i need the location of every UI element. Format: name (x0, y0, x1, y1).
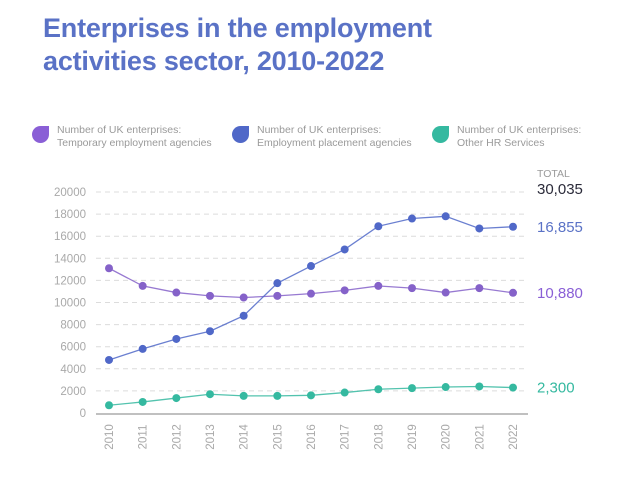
y-tick-label: 6000 (60, 342, 86, 354)
y-tick-label: 12000 (54, 275, 86, 287)
y-tick-label: 20000 (54, 187, 86, 199)
x-tick-label: 2020 (441, 424, 453, 450)
data-point (408, 384, 416, 393)
legend-label-line-1: Number of UK enterprises: (257, 124, 382, 136)
y-tick-label: 14000 (54, 253, 86, 265)
x-tick-label: 2012 (171, 424, 183, 450)
y-tick-label: 16000 (54, 231, 86, 243)
data-point (475, 382, 484, 391)
data-point (307, 391, 315, 400)
y-tick-label: 18000 (54, 209, 86, 221)
data-point (239, 293, 248, 302)
legend-label-line-2: Temporary employment agencies (57, 137, 212, 149)
data-point (273, 279, 282, 288)
data-point (172, 334, 181, 343)
chart-title-line-1: Enterprises in the employment (43, 13, 432, 43)
data-point (408, 284, 416, 293)
data-point (239, 311, 248, 320)
data-point (340, 388, 349, 397)
x-tick-label: 2011 (138, 425, 150, 450)
data-point (172, 394, 181, 403)
data-point (509, 222, 517, 231)
legend-item-placement-agencies: Number of UK enterprises: Employment pla… (232, 124, 412, 150)
data-point (138, 397, 147, 406)
data-point (307, 289, 315, 298)
legend-label-line-1: Number of UK enterprises: (457, 124, 582, 136)
data-point (475, 284, 484, 293)
data-point (475, 224, 484, 233)
x-tick-label: 2015 (272, 424, 284, 450)
x-tick-label: 2010 (104, 424, 116, 450)
legend-item-temporary-agencies: Number of UK enterprises: Temporary empl… (32, 124, 212, 150)
data-point (138, 344, 147, 353)
x-tick-label: 2018 (373, 424, 385, 450)
x-axis-ticks: 2010 2011 2012 2013 2014 2015 2016 2017 2018 2019… (104, 424, 520, 450)
data-point (239, 391, 248, 400)
chart-legend: Number of UK enterprises: Temporary empl… (0, 124, 640, 164)
data-point (273, 291, 282, 300)
data-point (273, 391, 282, 400)
total-label: TOTAL (537, 168, 570, 180)
chart-title: Enterprises in the employment activities… (43, 12, 432, 78)
end-label-temporary-agencies: 10,880 (537, 285, 583, 302)
legend-drop-icon (232, 126, 249, 143)
series-2 (105, 382, 517, 410)
legend-label-line-1: Number of UK enterprises: (57, 124, 182, 136)
chart-title-line-2: activities sector, 2010-2022 (43, 46, 385, 76)
x-tick-label: 2016 (306, 424, 318, 450)
y-tick-label: 0 (80, 408, 86, 420)
data-point (206, 390, 214, 399)
data-point (441, 383, 450, 392)
data-point (509, 383, 517, 392)
series-0 (105, 264, 517, 302)
data-point (307, 262, 315, 271)
data-point (105, 401, 113, 410)
y-tick-label: 8000 (60, 320, 86, 332)
x-tick-label: 2021 (474, 424, 486, 450)
end-label-other-hr-services: 2,300 (537, 380, 575, 397)
data-point (105, 264, 113, 273)
legend-drop-icon (32, 126, 49, 143)
legend-drop-icon (432, 126, 449, 143)
series-group (105, 212, 517, 410)
data-point (374, 281, 383, 290)
total-value: 30,035 (537, 181, 583, 198)
x-tick-label: 2022 (508, 424, 520, 450)
y-axis-ticks: 0 2000 4000 6000 8000 10000 12000 14000 16000 180… (54, 187, 86, 420)
legend-item-other-hr-services: Number of UK enterprises: Other HR Servi… (432, 124, 581, 150)
data-point (172, 288, 181, 297)
x-tick-label: 2013 (205, 424, 217, 450)
data-point (206, 291, 214, 300)
data-point (374, 385, 383, 394)
series-line (108, 215, 514, 361)
data-point (138, 281, 147, 290)
y-tick-label: 10000 (54, 298, 86, 310)
data-point (441, 212, 450, 221)
series-1 (105, 212, 517, 364)
data-point (206, 327, 214, 336)
y-tick-label: 2000 (60, 386, 86, 398)
x-tick-label: 2017 (340, 424, 352, 450)
x-tick-label: 2014 (239, 424, 251, 450)
y-tick-label: 4000 (60, 364, 86, 376)
data-point (340, 286, 349, 295)
legend-label-line-2: Other HR Services (457, 137, 545, 149)
x-tick-label: 2019 (407, 424, 419, 450)
end-label-placement-agencies: 16,855 (537, 219, 583, 236)
data-point (340, 245, 349, 254)
data-point (374, 222, 383, 231)
legend-label-line-2: Employment placement agencies (257, 137, 412, 149)
data-point (105, 355, 113, 364)
data-point (509, 288, 517, 297)
gridlines (96, 191, 528, 392)
data-point (441, 288, 450, 297)
data-point (408, 214, 416, 223)
